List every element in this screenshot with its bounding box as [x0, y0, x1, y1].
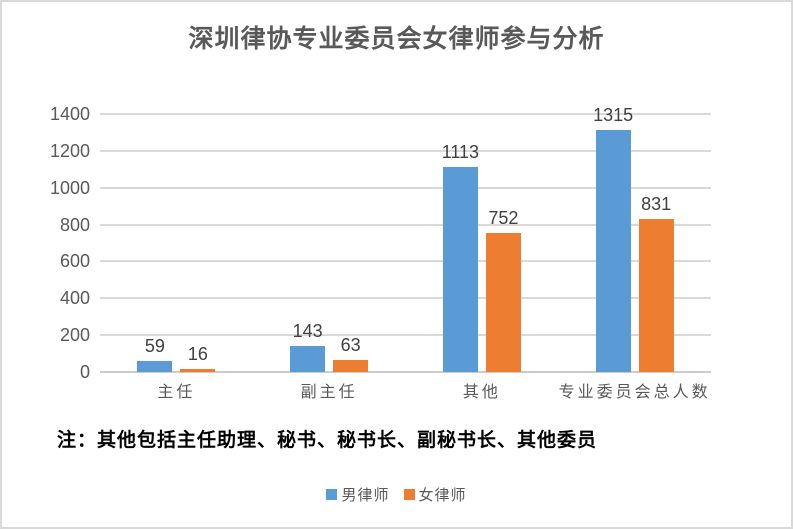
legend: 男律师 女律师	[2, 484, 791, 505]
bar-value-label: 59	[144, 336, 165, 357]
bar-male-lawyers	[442, 166, 478, 372]
y-axis-tick-label: 800	[59, 214, 90, 235]
bar-female-lawyers	[638, 218, 674, 372]
bar-male-lawyers	[290, 345, 326, 372]
bar-male-lawyers	[595, 129, 631, 372]
bar-female-lawyers	[333, 360, 369, 372]
legend-item-male-lawyers: 男律师	[326, 484, 389, 505]
y-axis-tick-label: 600	[59, 251, 90, 272]
y-axis-tick-label: 1200	[49, 140, 90, 161]
bar-value-label: 16	[187, 344, 208, 365]
gridline	[100, 186, 711, 189]
y-axis-tick-label: 200	[59, 325, 90, 346]
category-label: 专业委员会总人数	[558, 384, 711, 401]
bar-value-label: 831	[641, 193, 672, 214]
legend-item-female-lawyers: 女律师	[403, 484, 467, 505]
category-label: 主任	[157, 384, 196, 401]
bar-value-label: 752	[488, 208, 519, 229]
y-axis-tick-label: 400	[59, 288, 90, 309]
gridline	[100, 113, 711, 115]
bar-value-label: 143	[292, 320, 323, 341]
legend-swatch-female	[403, 489, 415, 500]
plot-area: 0 200 400 600 800 1000 1200 1400 59 16 主任 143 63 副主任 1…	[2, 2, 791, 422]
gridline	[100, 223, 711, 226]
bar-female-lawyers	[485, 233, 521, 372]
legend-label: 男律师	[341, 487, 390, 504]
bar-female-lawyers	[180, 369, 216, 372]
gridline	[100, 149, 711, 152]
legend-label: 女律师	[418, 487, 467, 504]
chart-note: 注：其他包括主任助理、秘书、秘书长、副秘书长、其他委员	[57, 430, 598, 451]
y-axis-tick-label: 1400	[49, 104, 90, 124]
y-axis-tick-label: 0	[79, 362, 90, 382]
gridline	[100, 297, 711, 300]
bar-value-label: 1315	[593, 104, 634, 125]
chart-title: 深圳律协专业委员会女律师参与分析	[188, 26, 605, 53]
category-label: 其他	[462, 384, 501, 401]
bar-value-label: 1113	[441, 141, 480, 162]
bar-value-label: 63	[340, 335, 361, 356]
legend-swatch-male	[326, 489, 338, 500]
gridline	[100, 260, 711, 263]
category-label: 副主任	[300, 384, 358, 401]
bar-male-lawyers	[137, 361, 173, 372]
x-axis-line	[100, 371, 711, 373]
gridline	[100, 334, 711, 337]
y-axis-tick-label: 1000	[49, 177, 90, 198]
